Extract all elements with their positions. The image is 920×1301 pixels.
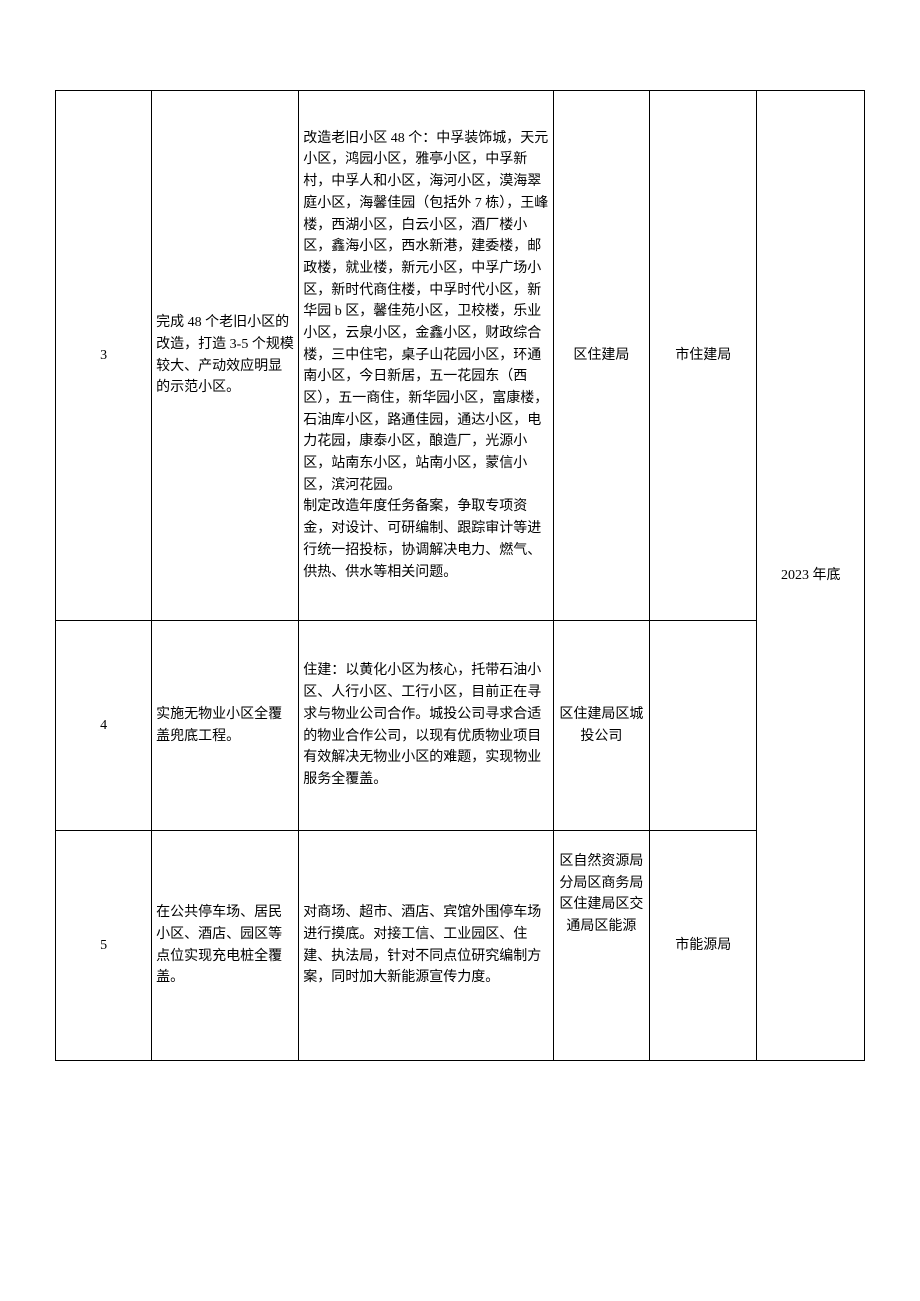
row-number: 5 xyxy=(56,831,152,1061)
table-row: 5 在公共停车场、居民小区、酒店、园区等点位实现充电桩全覆盖。 对商场、超市、酒… xyxy=(56,831,865,1061)
task-table: 3 完成 48 个老旧小区的改造，打造 3-5 个规模较大、产动效应明显的示范小… xyxy=(55,90,865,1061)
task-detail: 住建：以黄化小区为核心，托带石油小区、人行小区、工行小区，目前正在寻求与物业公司… xyxy=(299,621,554,831)
table-row: 4 实施无物业小区全覆盖兜底工程。 住建：以黄化小区为核心，托带石油小区、人行小… xyxy=(56,621,865,831)
row-number: 3 xyxy=(56,91,152,621)
task-description: 完成 48 个老旧小区的改造，打造 3-5 个规模较大、产动效应明显的示范小区。 xyxy=(152,91,299,621)
supervising-dept: 市住建局 xyxy=(650,91,757,621)
supervising-dept xyxy=(650,621,757,831)
task-detail: 改造老旧小区 48 个：中孚装饰城，天元小区，鸿园小区，雅亭小区，中孚新村，中孚… xyxy=(299,91,554,621)
task-description: 在公共停车场、居民小区、酒店、园区等点位实现充电桩全覆盖。 xyxy=(152,831,299,1061)
task-detail: 对商场、超市、酒店、宾馆外围停车场进行摸底。对接工信、工业园区、住建、执法局，针… xyxy=(299,831,554,1061)
deadline: 2023 年底 xyxy=(757,91,865,1061)
row-number: 4 xyxy=(56,621,152,831)
responsible-dept: 区住建局 xyxy=(553,91,649,621)
task-description: 实施无物业小区全覆盖兜底工程。 xyxy=(152,621,299,831)
table-row: 3 完成 48 个老旧小区的改造，打造 3-5 个规模较大、产动效应明显的示范小… xyxy=(56,91,865,621)
responsible-dept: 区住建局区城投公司 xyxy=(553,621,649,831)
responsible-dept: 区自然资源局分局区商务局区住建局区交通局区能源 xyxy=(553,831,649,1061)
supervising-dept: 市能源局 xyxy=(650,831,757,1061)
